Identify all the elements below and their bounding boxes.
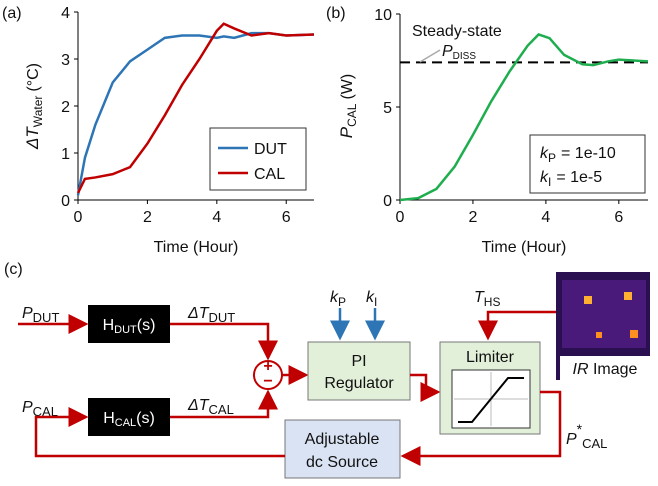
y-tick-label: 5 [383, 100, 392, 117]
legend-label: CAL [254, 166, 285, 183]
arrow [34, 407, 285, 458]
gain-label: kI [366, 289, 377, 309]
block-label: PI [351, 353, 366, 370]
signal-label: THS [474, 289, 500, 309]
ir-hotspot [624, 292, 632, 300]
y-tick-label: 3 [61, 52, 70, 69]
x-axis-label: Time (Hour) [482, 239, 567, 256]
pointer [419, 49, 441, 63]
y-tick-label: 0 [383, 193, 392, 210]
x-tick-label: 4 [541, 209, 550, 226]
block [88, 305, 170, 343]
block-label: HDUT(s) [103, 317, 156, 336]
annotation-box [529, 134, 646, 194]
y-tick-label: 0 [61, 193, 70, 210]
diagram: (c) PDUT HDUT(s) ΔTDUT PCAL HCAL(s) ΔTCA… [4, 261, 650, 479]
block-label: Adjustable [305, 431, 380, 448]
ir-caption-box [560, 356, 650, 380]
annotation: kI = 1e-5 [540, 169, 602, 189]
y-tick-label: 4 [61, 5, 70, 22]
ir-hotspot [584, 296, 592, 304]
block [284, 419, 401, 479]
block-label: Regulator [324, 375, 394, 392]
x-tick-label: 2 [143, 209, 152, 226]
block-label: dc Source [306, 454, 378, 471]
panel-label: (a) [2, 5, 22, 22]
y-tick-label: 1 [61, 146, 70, 163]
x-axis-label: Time (Hour) [154, 239, 239, 256]
ir-hotspot [630, 330, 638, 338]
arrow [478, 310, 556, 341]
block [88, 398, 170, 436]
legend-box [209, 127, 307, 191]
series-line [76, 22, 315, 194]
gain-label: kP [330, 289, 346, 309]
x-tick-label: 0 [396, 209, 405, 226]
y-axis-label: PCAL(W) [337, 74, 359, 138]
panel-label: (c) [4, 261, 23, 278]
reference-label: Steady-state [412, 23, 502, 40]
saturation-curve [458, 377, 524, 423]
ir-caption: IR Image [573, 361, 638, 378]
y-axis-label: ΔTWater(°C) [23, 63, 45, 150]
x-tick-label: 2 [468, 209, 477, 226]
block-label: HCAL(s) [103, 410, 155, 429]
legend-label: DUT [254, 141, 287, 158]
signal-label: P*CAL [566, 421, 607, 451]
y-tick-label: 2 [61, 99, 70, 116]
y-tick-label: 10 [374, 7, 392, 24]
signal-label: PCAL [22, 399, 58, 419]
series-line [399, 33, 649, 202]
reference-symbol: PDISS [442, 43, 476, 62]
signal-label: ΔTDUT [187, 305, 235, 325]
annotation: kP = 1e-10 [540, 145, 616, 165]
block [307, 341, 411, 401]
panel-label: (b) [326, 5, 346, 22]
x-tick-label: 6 [614, 209, 623, 226]
arrow [170, 322, 278, 361]
block-label: Limiter [466, 349, 515, 366]
charts: 0 1 2 3 4 0 2 4 6 DUT CAL 0 5 10 0 2 4 6 [61, 5, 649, 226]
sign: − [263, 373, 272, 390]
x-tick-label: 6 [282, 209, 291, 226]
signal-label: PDUT [22, 305, 59, 325]
ir-hotspot [596, 332, 602, 338]
arrow [400, 390, 562, 466]
signal-label: ΔTCAL [187, 397, 234, 417]
arrow [410, 373, 441, 402]
sign: + [263, 358, 272, 375]
arrow [170, 389, 278, 419]
x-tick-label: 4 [212, 209, 221, 226]
x-tick-label: 0 [74, 209, 83, 226]
